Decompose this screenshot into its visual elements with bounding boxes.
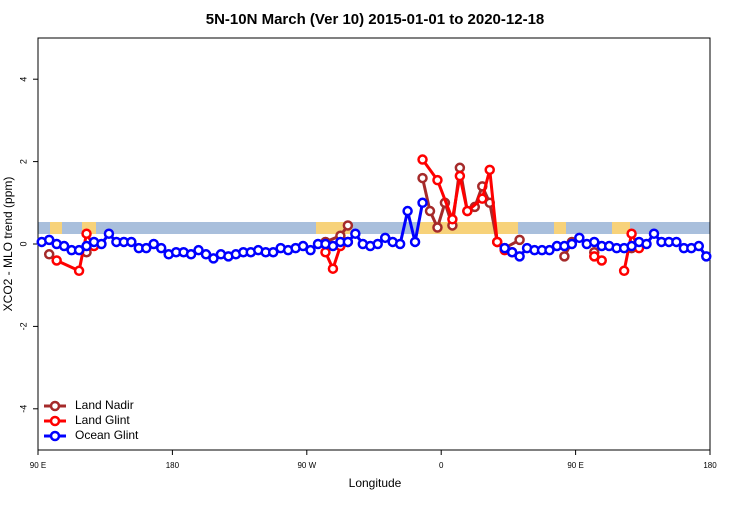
data-point — [491, 236, 503, 248]
y-tick-label: -2 — [18, 322, 28, 330]
data-point — [514, 251, 525, 262]
legend-label: Ocean Glint — [75, 428, 139, 442]
data-point — [454, 162, 466, 174]
legend-label: Land Nadir — [75, 398, 134, 412]
data-point — [626, 240, 637, 252]
y-tick-label: 4 — [18, 77, 28, 82]
chart-title: 5N-10N March (Ver 10) 2015-01-01 to 2020… — [206, 11, 545, 28]
data-point — [81, 240, 92, 252]
data-point — [193, 244, 204, 256]
data-point — [447, 214, 458, 225]
x-tick-label: 180 — [703, 461, 717, 470]
y-tick-label: 2 — [18, 159, 28, 164]
data-point — [379, 232, 391, 244]
x-axis-title: Longitude — [349, 476, 402, 490]
data-point — [574, 232, 585, 244]
data-point — [185, 249, 197, 260]
data-point — [671, 236, 682, 248]
data-point — [462, 205, 473, 217]
data-point — [372, 238, 383, 250]
legend-marker — [49, 400, 61, 412]
data-point — [103, 228, 115, 239]
data-point — [43, 234, 55, 246]
data-point — [141, 242, 152, 254]
data-point — [350, 228, 361, 239]
data-point — [641, 238, 652, 250]
data-point — [148, 238, 159, 250]
data-point — [81, 228, 92, 239]
data-point — [432, 222, 443, 233]
data-point — [51, 255, 62, 266]
data-point — [559, 251, 570, 262]
legend-label: Land Glint — [75, 413, 130, 427]
legend-marker — [49, 415, 61, 427]
data-point — [200, 249, 212, 260]
data-point — [320, 246, 331, 258]
data-point — [155, 242, 167, 254]
data-point — [342, 220, 354, 231]
y-tick-label: 0 — [18, 241, 28, 246]
data-point — [484, 164, 495, 176]
data-point — [596, 255, 607, 266]
ocean-band — [38, 222, 710, 234]
land-patch — [554, 222, 566, 234]
data-point — [327, 263, 339, 274]
map-strip — [38, 222, 710, 234]
data-point — [409, 236, 421, 248]
data-point — [297, 240, 309, 252]
data-point — [693, 240, 705, 252]
data-point — [73, 265, 85, 277]
data-point — [327, 240, 339, 252]
series — [51, 154, 645, 277]
data-point — [394, 238, 406, 250]
data-point — [506, 246, 518, 258]
series — [36, 197, 712, 264]
land-patch — [418, 222, 518, 234]
data-point — [58, 240, 70, 252]
data-point — [43, 249, 55, 260]
data-point — [499, 242, 510, 254]
land-patch — [612, 222, 630, 234]
data-point — [648, 228, 660, 239]
data-point — [417, 154, 428, 165]
data-point — [566, 238, 578, 250]
data-point — [417, 172, 428, 184]
data-point — [589, 251, 600, 262]
y-axis-title: XCO2 - MLO trend (ppm) — [1, 177, 15, 312]
legend-marker — [49, 430, 61, 442]
data-point — [305, 244, 316, 256]
y-tick-label: -4 — [18, 405, 28, 413]
data-point — [618, 265, 630, 277]
data-point — [126, 236, 137, 248]
data-point — [454, 170, 466, 182]
data-point — [208, 253, 219, 264]
data-point — [477, 193, 488, 204]
data-point — [424, 205, 436, 217]
x-tick-label: 90 W — [297, 461, 316, 470]
data-point — [417, 197, 428, 209]
data-point — [589, 236, 600, 248]
data-point — [267, 246, 279, 258]
data-point — [342, 236, 354, 248]
data-point — [626, 228, 637, 239]
data-point — [73, 244, 85, 256]
data-point — [701, 251, 712, 262]
data-point — [544, 244, 555, 256]
land-patch — [50, 222, 62, 234]
data-point — [402, 205, 413, 217]
data-point — [96, 238, 107, 250]
x-tick-label: 180 — [166, 461, 180, 470]
data-point — [514, 234, 525, 246]
x-tick-label: 90 E — [30, 461, 46, 470]
x-tick-label: 0 — [439, 461, 444, 470]
x-tick-label: 90 E — [567, 461, 583, 470]
data-point — [432, 174, 443, 186]
